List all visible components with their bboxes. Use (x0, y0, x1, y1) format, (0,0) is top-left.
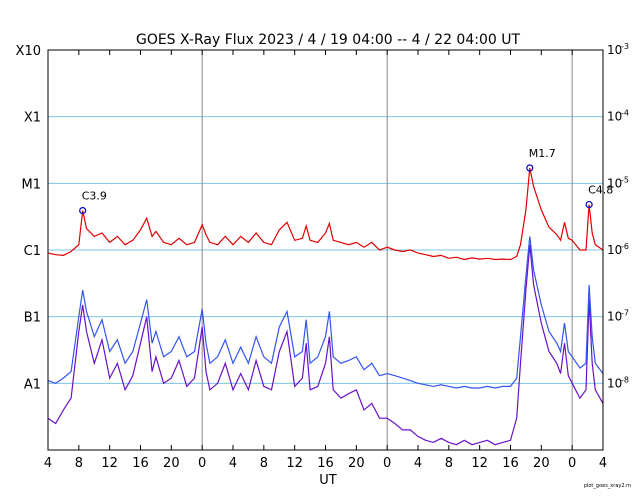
footer-text: plot_goes_xray2.m (584, 483, 631, 489)
x-tick-label: 16 (132, 456, 149, 471)
series-long-channel-1-8- (47, 167, 604, 261)
flare-peak-marker (526, 164, 534, 172)
x-tick-label: 16 (502, 456, 519, 471)
annotation-layer: C3.9 M1.7 C4.8 (79, 147, 613, 215)
x-tick-label: 20 (163, 456, 180, 471)
grid-layer (48, 50, 603, 450)
x-tick-label: 4 (44, 456, 52, 471)
right-axis-label-exponent: -4 (621, 109, 629, 118)
flare-class-label: A1 (24, 377, 41, 392)
flare-annotation-label: M1.7 (529, 147, 556, 160)
flare-peak-marker (585, 200, 593, 209)
x-tick-label: 12 (101, 456, 118, 471)
series-short-channel-low (47, 244, 604, 446)
x-tick-label: 12 (471, 456, 488, 471)
series-short-channel-mid (47, 236, 604, 389)
right-axis-label-exponent: -6 (621, 242, 629, 251)
x-tick-label: 8 (75, 456, 83, 471)
right-axis-label-base: 10 (607, 43, 622, 57)
x-tick-label: 8 (445, 456, 453, 471)
flare-annotation-label: C3.9 (82, 190, 107, 203)
x-tick-label: 16 (317, 456, 334, 471)
series-layer (47, 167, 604, 446)
right-axis-label-exponent: -7 (621, 309, 629, 318)
flare-class-label: M1 (22, 177, 42, 192)
flare-class-label: X1 (24, 111, 41, 126)
flare-class-label: B1 (24, 311, 41, 326)
x-tick-label: 0 (383, 456, 391, 471)
chart-title: GOES X-Ray Flux 2023 / 4 / 19 04:00 -- 4… (136, 32, 520, 48)
x-axis-label: UT (319, 473, 337, 488)
x-tick-label: 8 (260, 456, 268, 471)
x-tick-label: 12 (286, 456, 303, 471)
x-tick-label: 20 (348, 456, 365, 471)
right-axis-label-exponent: -8 (621, 375, 629, 384)
x-tick-label: 20 (533, 456, 550, 471)
flare-class-label: C1 (24, 244, 41, 259)
right-axis-label-base: 10 (607, 310, 622, 324)
x-tick-label: 4 (414, 456, 422, 471)
flare-annotation-label: C4.8 (588, 184, 613, 197)
right-axis-label-base: 10 (607, 110, 622, 124)
right-axis-label-base: 10 (607, 176, 622, 190)
x-tick-label: 4 (229, 456, 237, 471)
x-tick-label: 0 (198, 456, 206, 471)
x-tick-label: 0 (568, 456, 576, 471)
right-axis-label-exponent: -5 (621, 175, 629, 184)
right-axis-label-base: 10 (607, 243, 622, 257)
right-axis-label-exponent: -3 (621, 42, 629, 51)
flare-class-label: X10 (16, 44, 41, 59)
x-tick-label: 4 (599, 456, 607, 471)
right-axis-label-base: 10 (607, 376, 622, 390)
flare-peak-marker (79, 206, 87, 215)
